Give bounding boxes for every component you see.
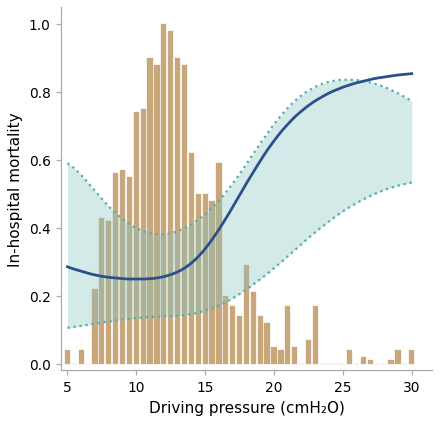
Bar bbox=[292, 347, 297, 364]
Bar bbox=[251, 292, 256, 364]
Bar bbox=[182, 65, 187, 364]
Bar bbox=[285, 306, 290, 364]
Bar bbox=[161, 25, 166, 364]
Bar bbox=[140, 109, 146, 364]
Bar bbox=[196, 194, 201, 364]
Y-axis label: In-hospital mortality: In-hospital mortality bbox=[7, 112, 22, 266]
Bar bbox=[361, 357, 366, 364]
Bar bbox=[395, 350, 400, 364]
Bar bbox=[202, 194, 208, 364]
Bar bbox=[216, 164, 221, 364]
Bar bbox=[368, 360, 373, 364]
Bar bbox=[120, 170, 125, 364]
Bar bbox=[113, 174, 118, 364]
Bar bbox=[79, 350, 84, 364]
Bar bbox=[175, 58, 180, 364]
Bar bbox=[306, 340, 311, 364]
Bar bbox=[99, 218, 104, 364]
Bar bbox=[389, 360, 394, 364]
Bar bbox=[154, 65, 160, 364]
Bar bbox=[134, 113, 139, 364]
Bar bbox=[189, 154, 194, 364]
Bar bbox=[409, 350, 414, 364]
Bar bbox=[278, 350, 283, 364]
Bar bbox=[147, 58, 153, 364]
X-axis label: Driving pressure (cmH₂O): Driving pressure (cmH₂O) bbox=[149, 401, 345, 415]
Bar bbox=[347, 350, 352, 364]
Bar bbox=[264, 323, 270, 364]
Bar bbox=[65, 350, 70, 364]
Bar bbox=[271, 347, 277, 364]
Bar bbox=[127, 177, 132, 364]
Bar bbox=[168, 31, 173, 364]
Bar bbox=[106, 221, 111, 364]
Bar bbox=[92, 289, 98, 364]
Bar bbox=[257, 316, 263, 364]
Bar bbox=[209, 201, 215, 364]
Bar bbox=[223, 296, 228, 364]
Bar bbox=[237, 316, 242, 364]
Bar bbox=[313, 306, 318, 364]
Bar bbox=[244, 265, 249, 364]
Bar bbox=[230, 306, 235, 364]
